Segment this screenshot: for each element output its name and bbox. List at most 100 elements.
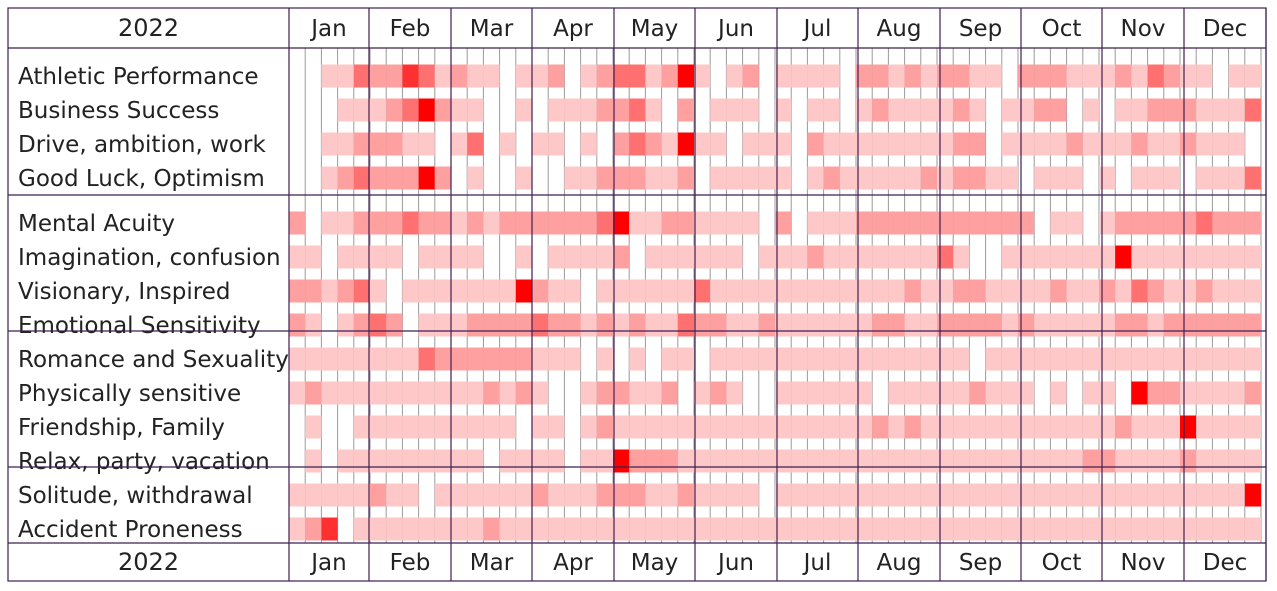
heat-cell [1018, 347, 1035, 371]
heat-cell [451, 211, 468, 235]
heat-cell [1050, 381, 1067, 405]
heat-cell [564, 347, 581, 371]
heat-cell [1050, 279, 1067, 303]
heat-cell [1244, 211, 1261, 235]
heat-cell [710, 347, 727, 371]
heat-cell [758, 166, 775, 190]
heat-cell [694, 64, 711, 88]
heat-cell [580, 381, 597, 405]
row-label: Romance and Sexuality [18, 347, 289, 373]
heat-cell [661, 245, 678, 269]
heat-cell [823, 166, 840, 190]
heat-cell [1001, 449, 1018, 473]
footer-month-label: Mar [470, 550, 514, 576]
heat-cell [613, 279, 630, 303]
heat-cell [321, 279, 338, 303]
header-month-label: May [631, 16, 679, 42]
heat-cell [1212, 211, 1229, 235]
heat-cell [515, 449, 532, 473]
heat-cell [1228, 245, 1245, 269]
heat-cell [726, 64, 743, 88]
heat-cell [580, 64, 597, 88]
heat-cell [872, 279, 889, 303]
row-label: Solitude, withdrawal [18, 483, 253, 509]
heat-cell [985, 381, 1002, 405]
heat-cell [710, 313, 727, 337]
heat-cell [1115, 415, 1132, 439]
heat-cell [872, 245, 889, 269]
heat-cell [1001, 279, 1018, 303]
heat-cell [953, 279, 970, 303]
heat-cell [937, 245, 954, 269]
heat-cell [1082, 415, 1099, 439]
heat-cell [839, 347, 856, 371]
heat-cell [321, 381, 338, 405]
heat-cell [937, 279, 954, 303]
heat-cell [467, 381, 484, 405]
heat-cell [904, 279, 921, 303]
heat-cell [402, 64, 419, 88]
heat-cell [710, 279, 727, 303]
heat-cell [434, 279, 451, 303]
heat-cell [937, 98, 954, 122]
heat-cell [451, 347, 468, 371]
heat-cell [872, 517, 889, 541]
heat-cell [434, 166, 451, 190]
heat-cell [483, 381, 500, 405]
heat-cell [1066, 245, 1083, 269]
heat-cell [969, 64, 986, 88]
heat-cell [386, 245, 403, 269]
heat-cell [937, 166, 954, 190]
heat-cell [1001, 245, 1018, 269]
heat-cell [548, 64, 565, 88]
heat-cell [645, 415, 662, 439]
header-month-label: Mar [470, 16, 514, 42]
heat-cell [548, 347, 565, 371]
heat-cell [467, 279, 484, 303]
heat-cell [353, 517, 370, 541]
heat-cell [677, 483, 694, 507]
heat-cell [839, 483, 856, 507]
heat-cell [564, 279, 581, 303]
heat-cell [742, 483, 759, 507]
heat-cell [1066, 166, 1083, 190]
heat-cell [904, 64, 921, 88]
heat-cell [1212, 313, 1229, 337]
heat-cell [1147, 279, 1164, 303]
heat-cell [969, 98, 986, 122]
heat-cell [726, 347, 743, 371]
heat-cell [1034, 132, 1051, 156]
heat-cell [418, 279, 435, 303]
heat-cell [677, 98, 694, 122]
heat-cell [1099, 517, 1116, 541]
heat-cell [370, 483, 387, 507]
heat-cell [888, 449, 905, 473]
heat-cell [823, 483, 840, 507]
heat-cell [904, 166, 921, 190]
heat-cell [1082, 132, 1099, 156]
heat-cell [710, 449, 727, 473]
heat-cell [807, 517, 824, 541]
heat-cell [1001, 132, 1018, 156]
heat-cell [888, 245, 905, 269]
heat-cell [596, 211, 613, 235]
heat-cell [305, 347, 322, 371]
heat-cell [515, 245, 532, 269]
heat-cell [402, 449, 419, 473]
heat-cell [1018, 211, 1035, 235]
heat-cell [953, 98, 970, 122]
footer-month-label: Nov [1121, 550, 1166, 576]
header-month-label: Feb [390, 16, 431, 42]
heat-cell [888, 415, 905, 439]
heat-cell [1099, 64, 1116, 88]
heat-cell [467, 211, 484, 235]
heat-cell [823, 211, 840, 235]
heat-cell [953, 347, 970, 371]
heat-cell [1212, 132, 1229, 156]
row-label: Visionary, Inspired [18, 279, 230, 305]
heat-cell [629, 166, 646, 190]
heat-cell [1082, 313, 1099, 337]
heat-cell [596, 415, 613, 439]
heat-cell [661, 132, 678, 156]
heat-cell [775, 279, 792, 303]
